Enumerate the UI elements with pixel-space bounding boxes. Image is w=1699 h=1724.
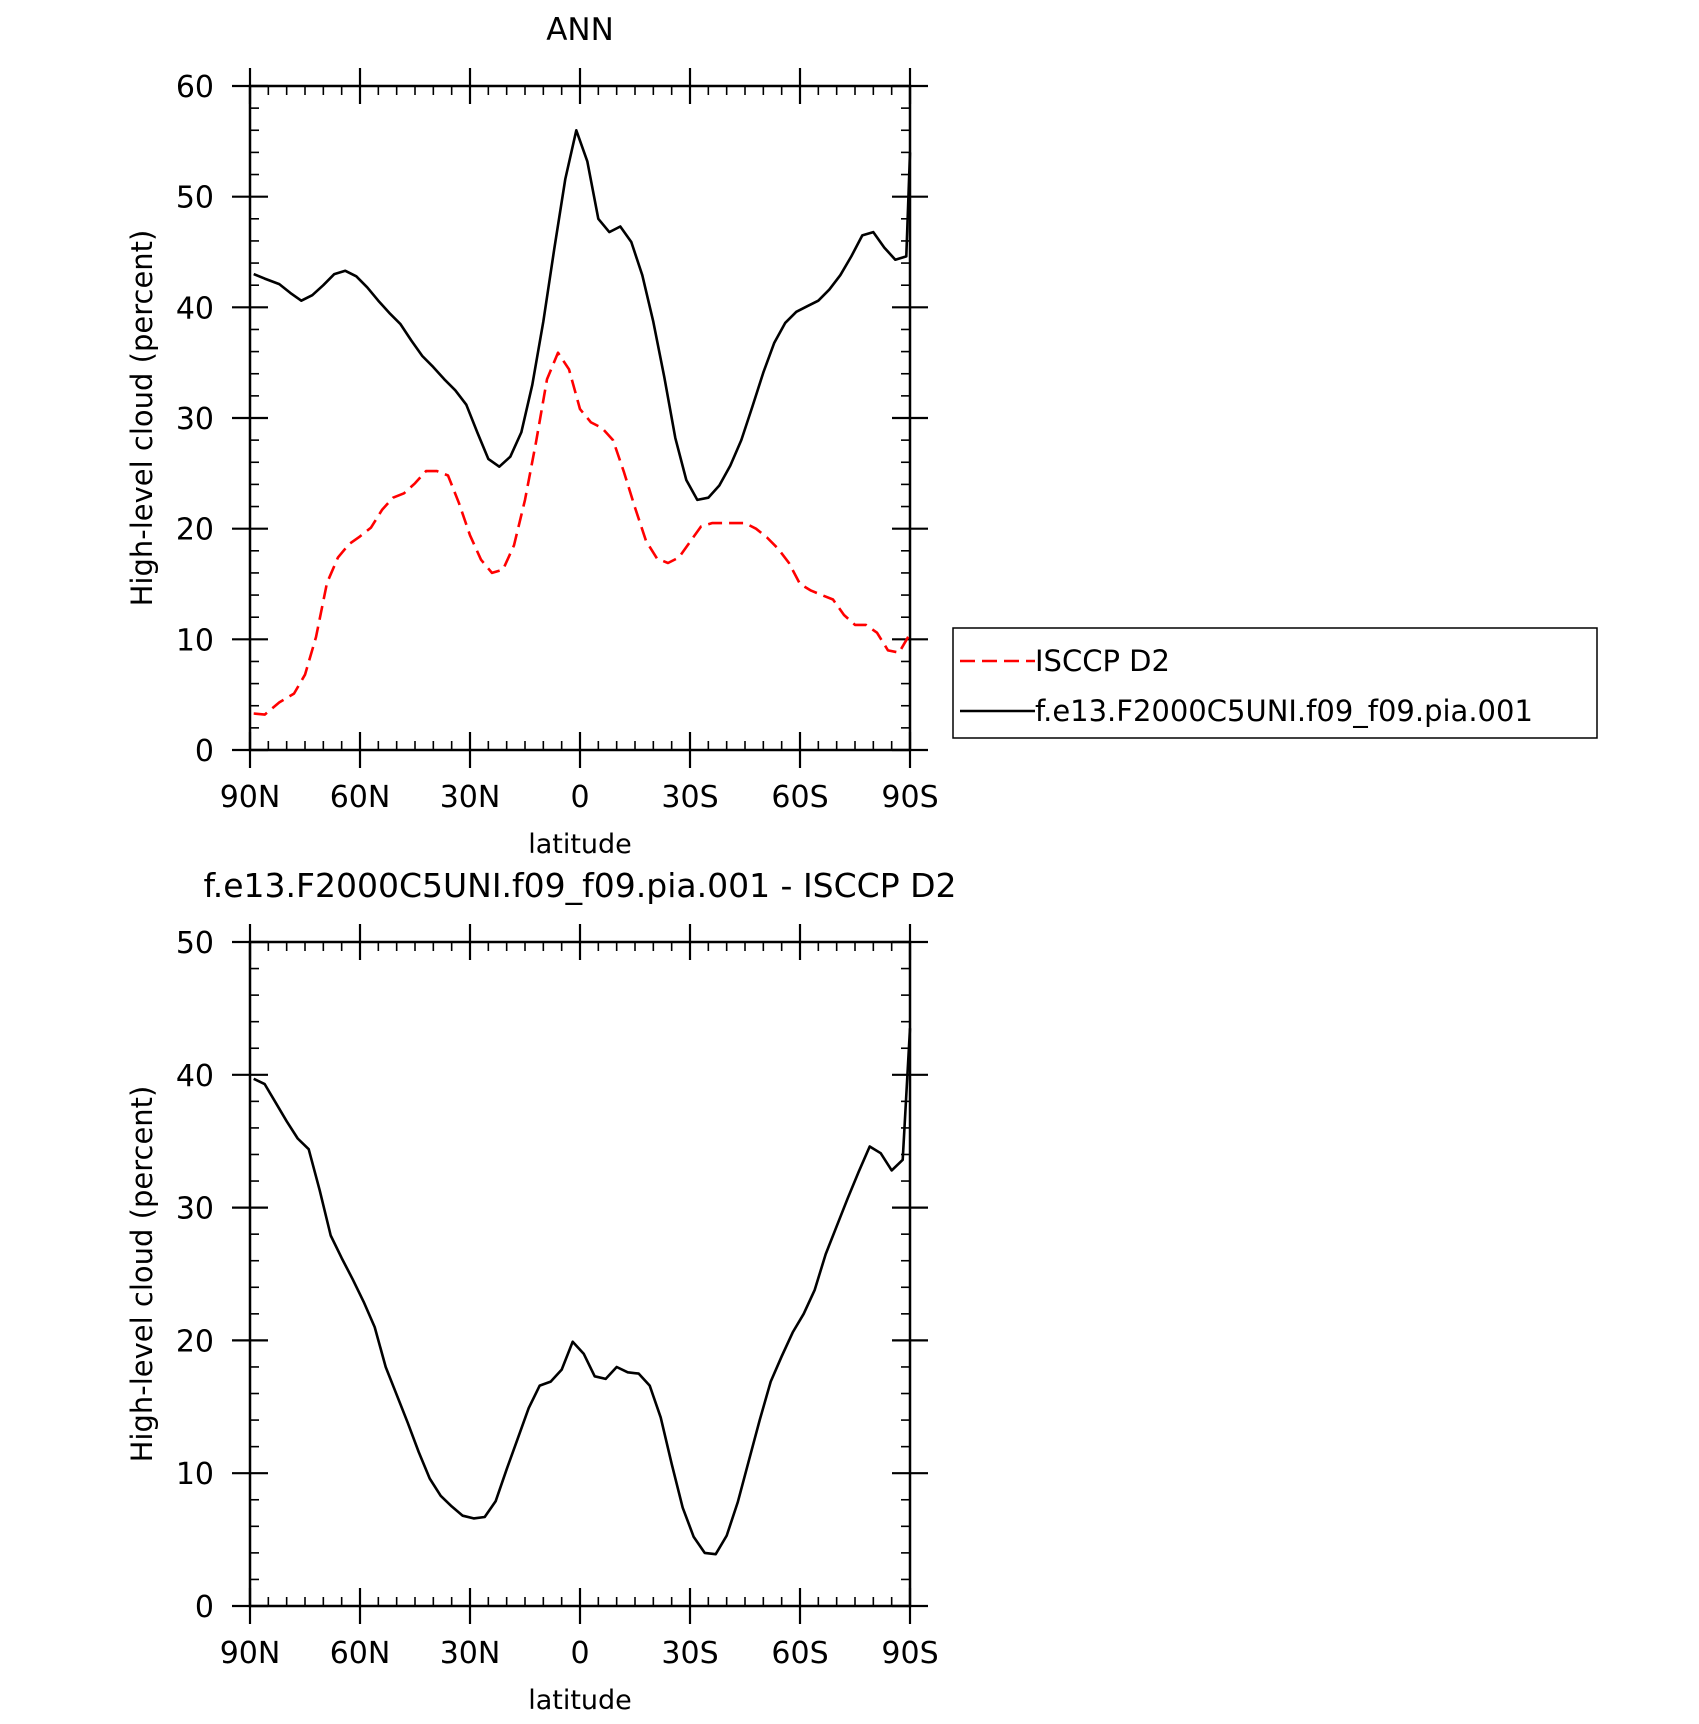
bottom-series-line-0 xyxy=(253,1028,912,1556)
top-panel: ANN 0 10 20 30 40 50 60 90N 60N 30N 0 30S 60S 90S Hi… xyxy=(125,12,1598,860)
top-ytick-label-4: 40 xyxy=(176,291,214,326)
top-x-axis-label: latitude xyxy=(528,829,632,860)
bottom-x-tick-labels: 90N 60N 30N 0 30S 60S 90S xyxy=(220,1636,939,1671)
top-ytick-label-6: 60 xyxy=(176,70,214,105)
top-xtick-label-5: 60S xyxy=(771,780,828,815)
top-xtick-label-3: 0 xyxy=(570,780,589,815)
top-y-axis-label: High-level cloud (percent) xyxy=(125,230,159,607)
top-x-tick-labels: 90N 60N 30N 0 30S 60S 90S xyxy=(220,780,939,815)
bottom-xtick-label-5: 60S xyxy=(771,1636,828,1671)
top-plot-frame xyxy=(248,84,912,752)
bottom-x-axis-label: latitude xyxy=(528,1685,632,1716)
bottom-xtick-label-3: 0 xyxy=(570,1636,589,1671)
bottom-axis-ticks xyxy=(232,924,928,1624)
top-axis-ticks xyxy=(232,68,928,768)
bottom-series-lines xyxy=(253,1028,912,1556)
bottom-y-axis-label: High-level cloud (percent) xyxy=(125,1086,159,1463)
legend-label-model: f.e13.F2000C5UNI.f09_f09.pia.001 xyxy=(1035,694,1533,728)
bottom-xtick-label-1: 60N xyxy=(330,1636,391,1671)
bottom-ytick-label-2: 20 xyxy=(176,1324,214,1359)
bottom-ytick-label-1: 10 xyxy=(176,1457,214,1492)
bottom-y-tick-labels: 0 10 20 30 40 50 xyxy=(176,926,214,1625)
top-y-tick-labels: 0 10 20 30 40 50 60 xyxy=(176,70,214,769)
top-series-line-0 xyxy=(253,351,912,716)
top-ytick-label-0: 0 xyxy=(195,734,214,769)
top-xtick-label-1: 60N xyxy=(330,780,391,815)
bottom-xtick-label-2: 30N xyxy=(440,1636,501,1671)
legend-box xyxy=(952,627,1598,739)
top-ytick-label-3: 30 xyxy=(176,402,214,437)
top-chart-title: ANN xyxy=(546,12,614,48)
top-series-line-1 xyxy=(253,129,912,502)
top-xtick-label-2: 30N xyxy=(440,780,501,815)
bottom-ytick-label-4: 40 xyxy=(176,1059,214,1094)
legend: ISCCP D2 f.e13.F2000C5UNI.f09_f09.pia.00… xyxy=(952,627,1598,739)
bottom-chart-title: f.e13.F2000C5UNI.f09_f09.pia.001 - ISCCP… xyxy=(203,866,956,905)
top-xtick-label-6: 90S xyxy=(881,780,938,815)
bottom-xtick-label-4: 30S xyxy=(661,1636,718,1671)
top-xtick-label-4: 30S xyxy=(661,780,718,815)
bottom-ytick-label-3: 30 xyxy=(176,1192,214,1227)
top-xtick-label-0: 90N xyxy=(220,780,281,815)
legend-label-isccp: ISCCP D2 xyxy=(1035,644,1170,678)
top-ytick-label-5: 50 xyxy=(176,181,214,216)
bottom-panel: f.e13.F2000C5UNI.f09_f09.pia.001 - ISCCP… xyxy=(125,866,957,1716)
top-series-lines xyxy=(253,129,912,716)
bottom-ytick-label-0: 0 xyxy=(195,1590,214,1625)
top-ytick-label-1: 10 xyxy=(176,623,214,658)
bottom-xtick-label-6: 90S xyxy=(881,1636,938,1671)
bottom-xtick-label-0: 90N xyxy=(220,1636,281,1671)
bottom-ytick-label-5: 50 xyxy=(176,926,214,961)
top-ytick-label-2: 20 xyxy=(176,513,214,548)
